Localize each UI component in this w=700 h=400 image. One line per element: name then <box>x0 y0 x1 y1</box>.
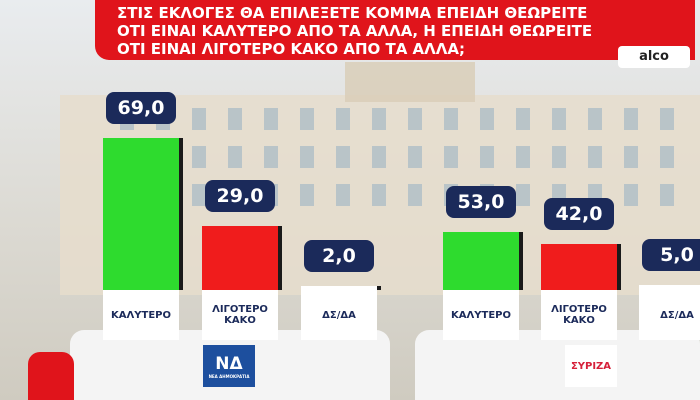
window <box>480 146 494 168</box>
title-line: ΣΤΙΣ ΕΚΛΟΓΕΣ ΘΑ ΕΠΙΛΕΞΕΤΕ ΚΟΜΜΑ ΕΠΕΙΔΗ Θ… <box>117 4 588 22</box>
value-label: 5,0 <box>642 238 700 271</box>
window <box>300 108 314 130</box>
bar <box>301 285 377 290</box>
window <box>228 146 242 168</box>
building-pediment <box>345 62 475 102</box>
window <box>444 108 458 130</box>
window <box>516 108 530 130</box>
window <box>552 146 566 168</box>
category-label: ΛΙΓΟΤΕΡΟ ΚΑΚΟ <box>541 290 617 340</box>
bar <box>541 243 617 290</box>
window <box>336 146 350 168</box>
party-name: ΝΔ <box>215 353 243 374</box>
value-label: 2,0 <box>304 239 374 272</box>
window <box>516 184 530 206</box>
window <box>624 146 638 168</box>
window <box>336 108 350 130</box>
platform <box>415 330 700 400</box>
window <box>624 108 638 130</box>
channel-logo <box>28 352 74 400</box>
value-label: 42,0 <box>544 197 614 230</box>
window <box>624 184 638 206</box>
window <box>516 146 530 168</box>
source-label: alco <box>618 46 690 68</box>
party-name: ΣΥΡΙΖΑ <box>570 360 612 372</box>
window <box>228 108 242 130</box>
title-line: ΟΤΙ ΕΙΝΑΙ ΚΑΛΥΤΕΡΟ ΑΠΟ ΤΑ ΑΛΛΑ, Η ΕΠΕΙΔΗ… <box>117 22 593 40</box>
category-label: ΛΙΓΟΤΕΡΟ ΚΑΚΟ <box>202 290 278 340</box>
window <box>336 184 350 206</box>
value-label: 53,0 <box>446 185 516 218</box>
window <box>264 108 278 130</box>
window <box>408 184 422 206</box>
window <box>192 108 206 130</box>
bar <box>103 138 179 290</box>
window <box>444 146 458 168</box>
window <box>408 108 422 130</box>
window <box>588 108 602 130</box>
window <box>372 146 386 168</box>
bar <box>443 231 519 290</box>
title-line: ΟΤΙ ΕΙΝΑΙ ΛΙΓΟΤΕΡΟ ΚΑΚΟ ΑΠΟ ΤΑ ΑΛΛΑ; <box>117 40 465 58</box>
window <box>372 184 386 206</box>
window <box>192 184 206 206</box>
category-label: ΔΣ/ΔΑ <box>301 290 377 340</box>
title-banner: ΣΤΙΣ ΕΚΛΟΓΕΣ ΘΑ ΕΠΙΛΕΞΕΤΕ ΚΟΜΜΑ ΕΠΕΙΔΗ Θ… <box>95 0 695 60</box>
window <box>300 184 314 206</box>
value-label: 69,0 <box>106 92 176 125</box>
window <box>660 108 674 130</box>
party-subtitle: ΝΕΑ ΔΗΜΟΚΡΑΤΙΑ <box>208 373 250 379</box>
window <box>264 146 278 168</box>
window <box>552 108 566 130</box>
category-label: ΚΑΛΥΤΕΡΟ <box>443 290 519 340</box>
window <box>300 146 314 168</box>
window <box>372 108 386 130</box>
window <box>408 146 422 168</box>
window <box>588 146 602 168</box>
party-logo: ΣΥΡΙΖΑ <box>565 345 617 387</box>
bar <box>639 284 700 290</box>
window <box>660 184 674 206</box>
value-label: 29,0 <box>205 180 275 213</box>
party-logo: ΝΔ ΝΕΑ ΔΗΜΟΚΡΑΤΙΑ <box>203 345 255 387</box>
window <box>480 108 494 130</box>
category-label: ΚΑΛΥΤΕΡΟ <box>103 290 179 340</box>
category-label: ΔΣ/ΔΑ <box>639 290 700 340</box>
window <box>192 146 206 168</box>
window <box>660 146 674 168</box>
bar <box>202 226 278 290</box>
